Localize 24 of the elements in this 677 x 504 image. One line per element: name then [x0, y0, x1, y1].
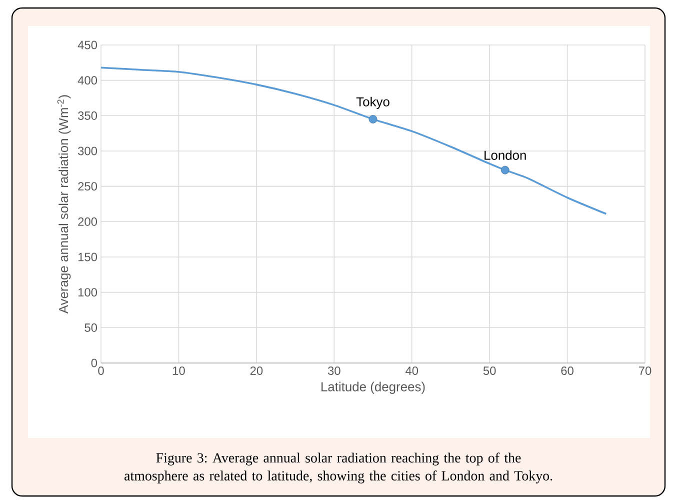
- x-tick-label: 0: [98, 366, 104, 375]
- y-axis-title: Average annual solar radiation (Wm$^{-2}$): [57, 95, 71, 314]
- y-tick-label: 400: [78, 76, 98, 85]
- x-tick-label: 20: [250, 366, 263, 375]
- x-axis-title: Latitude (degrees): [322, 382, 425, 394]
- x-tick-label: 10: [172, 366, 185, 375]
- annotation: Tokyo: [356, 96, 390, 109]
- line-series: [100, 66, 608, 215]
- x-tick-label: 40: [405, 366, 418, 375]
- y-tick-label: 100: [78, 288, 98, 297]
- annotation: London: [484, 150, 526, 160]
- x-tick-label: 60: [561, 366, 574, 375]
- caption: Figure 3: Average annual solar radiation reaching the top of the atmosphere as related to latitude, showing the cities of London and Tokyo.: [124, 452, 552, 484]
- x-tick-label: 30: [328, 366, 340, 375]
- x-tick-label: 70: [638, 366, 652, 375]
- y-tick-label: 300: [78, 146, 98, 156]
- x-tick-label: 50: [483, 366, 496, 375]
- y-tick-label: 250: [78, 182, 98, 191]
- y-tick-label: 150: [78, 252, 98, 262]
- y-tick-label: 0: [91, 358, 98, 368]
- y-tick-label: 200: [78, 217, 98, 226]
- y-tick-label: 50: [84, 323, 98, 332]
- y-tick-label: 350: [78, 111, 98, 120]
- y-tick-label: 450: [78, 40, 98, 50]
